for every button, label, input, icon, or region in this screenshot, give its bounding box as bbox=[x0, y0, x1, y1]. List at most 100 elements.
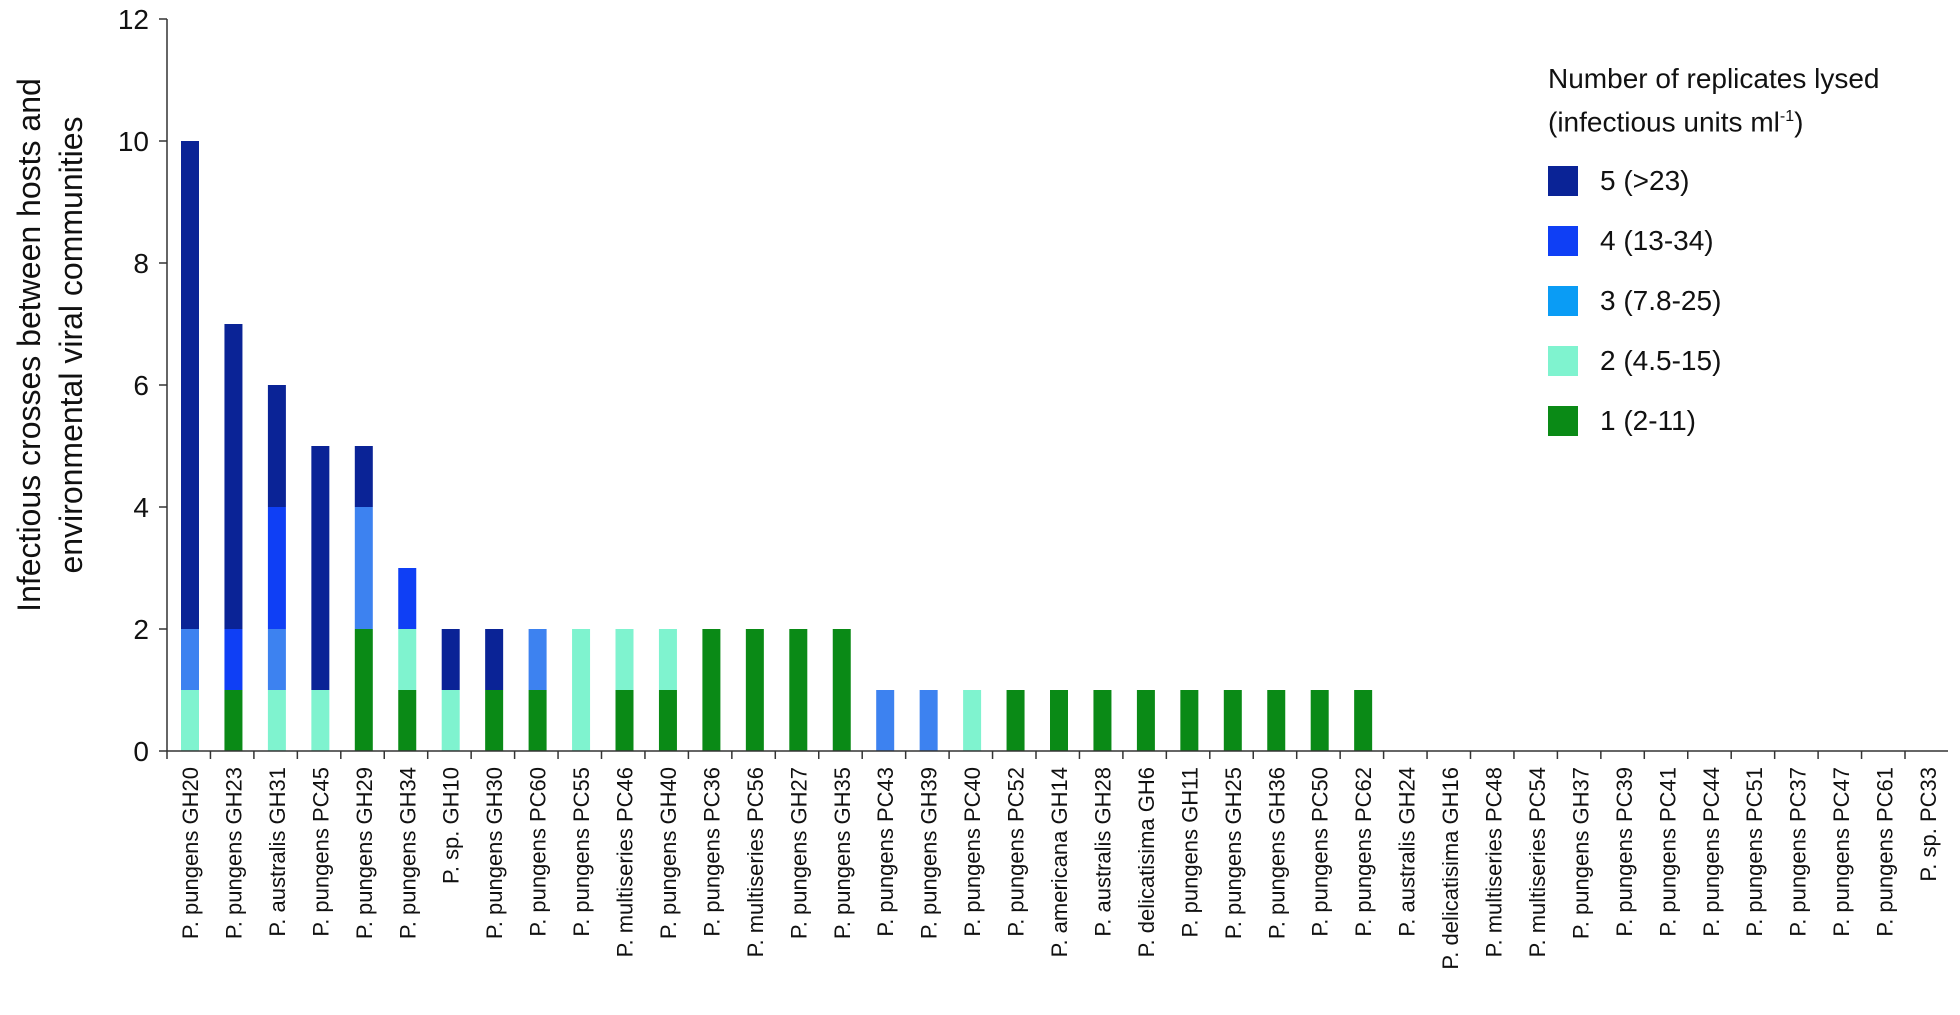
bar-segment bbox=[745, 629, 764, 751]
x-tick-label: P. pungens PC41 bbox=[1655, 767, 1680, 937]
legend-title-line1: Number of replicates lysed bbox=[1548, 63, 1880, 94]
legend-swatch bbox=[1548, 406, 1578, 437]
legend-label: 3 (7.8-25) bbox=[1600, 285, 1722, 317]
bar-segment bbox=[1180, 690, 1199, 751]
legend-item: 4 (13-34) bbox=[1548, 221, 1948, 261]
bar-segment bbox=[1267, 690, 1286, 751]
bar-segment bbox=[181, 141, 199, 629]
x-tick-label: P. pungens PC62 bbox=[1351, 767, 1376, 937]
legend-title-line2: (infectious units ml-1) bbox=[1548, 98, 1948, 141]
bar-segment bbox=[398, 568, 417, 629]
bar-segment bbox=[181, 629, 199, 690]
y-axis-title-line1: Infectious crosses between hosts and bbox=[11, 78, 47, 612]
bar-segment bbox=[615, 690, 634, 751]
bar-segment bbox=[1223, 690, 1242, 751]
legend-swatch bbox=[1548, 346, 1578, 377]
bar-segment bbox=[267, 507, 286, 629]
bar-segment bbox=[832, 629, 851, 751]
x-tick-label: P. pungens GH29 bbox=[352, 767, 377, 939]
bar-segment bbox=[267, 385, 286, 507]
legend-title-line2-close: ) bbox=[1794, 106, 1804, 138]
x-tick-label: P. pungens PC44 bbox=[1699, 767, 1724, 937]
x-axis: P. pungens GH20 P. pungens GH23 P. austral… bbox=[166, 750, 1948, 970]
x-tick-label: P. pungens GH20 bbox=[178, 767, 203, 939]
bar-segment bbox=[224, 629, 243, 690]
legend-swatch bbox=[1548, 166, 1578, 197]
y-tick-label: 8 bbox=[133, 248, 149, 279]
bar-segment bbox=[1310, 690, 1329, 751]
x-tick-label: P. pungens PC39 bbox=[1612, 767, 1637, 937]
x-tick-label: P. multiseries PC54 bbox=[1525, 767, 1550, 957]
x-tick-label: P. pungens PC45 bbox=[308, 767, 333, 937]
x-tick-label: P. pungens GH36 bbox=[1264, 767, 1289, 939]
x-tick-label: P. multiseries PC46 bbox=[613, 767, 638, 957]
bar-segment bbox=[441, 629, 460, 690]
x-tick-label: P. pungens PC61 bbox=[1873, 767, 1898, 937]
bar-segment bbox=[1354, 690, 1373, 751]
bar-segment bbox=[1050, 690, 1068, 751]
x-tick-label: P. pungens GH34 bbox=[395, 767, 420, 939]
legend-label: 4 (13-34) bbox=[1600, 225, 1714, 257]
x-tick-label: P. pungens PC55 bbox=[569, 767, 594, 937]
y-tick-label: 12 bbox=[118, 4, 149, 35]
x-tick-label: P. pungens PC36 bbox=[699, 767, 724, 937]
x-tick-label: P. pungens PC40 bbox=[960, 767, 985, 937]
x-tick-label: P. pungens GH11 bbox=[1177, 767, 1202, 937]
x-tick-label: P. pungens PC60 bbox=[526, 767, 551, 937]
x-tick-label: P. pungens PC37 bbox=[1786, 767, 1811, 937]
bar-segment bbox=[354, 446, 373, 507]
bar-segment bbox=[224, 690, 243, 751]
x-tick-label: P. sp. GH10 bbox=[439, 767, 464, 884]
bar-segment bbox=[181, 690, 199, 751]
x-tick-label: P. pungens GH23 bbox=[221, 767, 246, 939]
legend-title: Number of replicates lysed (infectious u… bbox=[1548, 60, 1948, 141]
legend-item: 1 (2-11) bbox=[1548, 401, 1948, 441]
bar-segment bbox=[876, 690, 895, 751]
x-tick-label: P. pungens PC43 bbox=[873, 767, 898, 937]
x-tick-label: P. australis GH31 bbox=[265, 767, 290, 937]
x-tick-label: P. pungens GH39 bbox=[917, 767, 942, 939]
x-tick-label: P. delicatisima GH16 bbox=[1438, 767, 1463, 970]
bar-segment bbox=[441, 690, 460, 751]
bar-segment bbox=[528, 629, 547, 690]
legend-title-superscript: -1 bbox=[1779, 108, 1795, 125]
bar-segment bbox=[702, 629, 721, 751]
bar-segment bbox=[398, 690, 417, 751]
y-tick-label: 6 bbox=[133, 370, 149, 401]
bar-segment bbox=[485, 690, 504, 751]
x-tick-label: P. pungens PC51 bbox=[1742, 767, 1767, 937]
bar-segment bbox=[572, 629, 591, 751]
bar-segment bbox=[658, 629, 677, 690]
bar-segment bbox=[963, 690, 982, 751]
y-tick-label: 0 bbox=[133, 736, 149, 767]
bar-segment bbox=[485, 629, 504, 690]
x-tick-label: P. pungens GH35 bbox=[830, 767, 855, 939]
bar-segment bbox=[311, 690, 330, 751]
bar-segment bbox=[1006, 690, 1025, 751]
bar-segment bbox=[528, 690, 547, 751]
bar-segment bbox=[615, 629, 634, 690]
x-tick-label: P. pungens GH30 bbox=[482, 767, 507, 939]
y-axis-title: Infectious crosses between hosts and env… bbox=[11, 78, 89, 612]
legend-item: 5 (>23) bbox=[1548, 161, 1948, 201]
legend-swatch bbox=[1548, 286, 1578, 317]
x-tick-label: P. australis GH28 bbox=[1090, 767, 1115, 937]
legend: Number of replicates lysed (infectious u… bbox=[1548, 60, 1948, 441]
bar-segment bbox=[354, 507, 373, 629]
legend-item: 2 (4.5-15) bbox=[1548, 341, 1948, 381]
bar-segment bbox=[919, 690, 938, 751]
bar-segment bbox=[267, 690, 286, 751]
bar-segment bbox=[267, 629, 286, 690]
x-tick-label: P. delicatisima GH6 bbox=[1134, 767, 1159, 957]
bar-segment bbox=[789, 629, 808, 751]
x-tick-label: P. pungens PC47 bbox=[1829, 767, 1854, 937]
bar-segment bbox=[1136, 690, 1155, 751]
bars-group bbox=[181, 141, 1373, 751]
bar-segment bbox=[311, 446, 330, 690]
x-tick-label: P. multiseries PC56 bbox=[743, 767, 768, 957]
y-tick-label: 10 bbox=[118, 126, 149, 157]
bar-segment bbox=[1093, 690, 1112, 751]
x-tick-label: P. pungens GH37 bbox=[1568, 767, 1593, 939]
legend-label: 5 (>23) bbox=[1600, 165, 1690, 197]
bar-segment bbox=[224, 324, 243, 629]
